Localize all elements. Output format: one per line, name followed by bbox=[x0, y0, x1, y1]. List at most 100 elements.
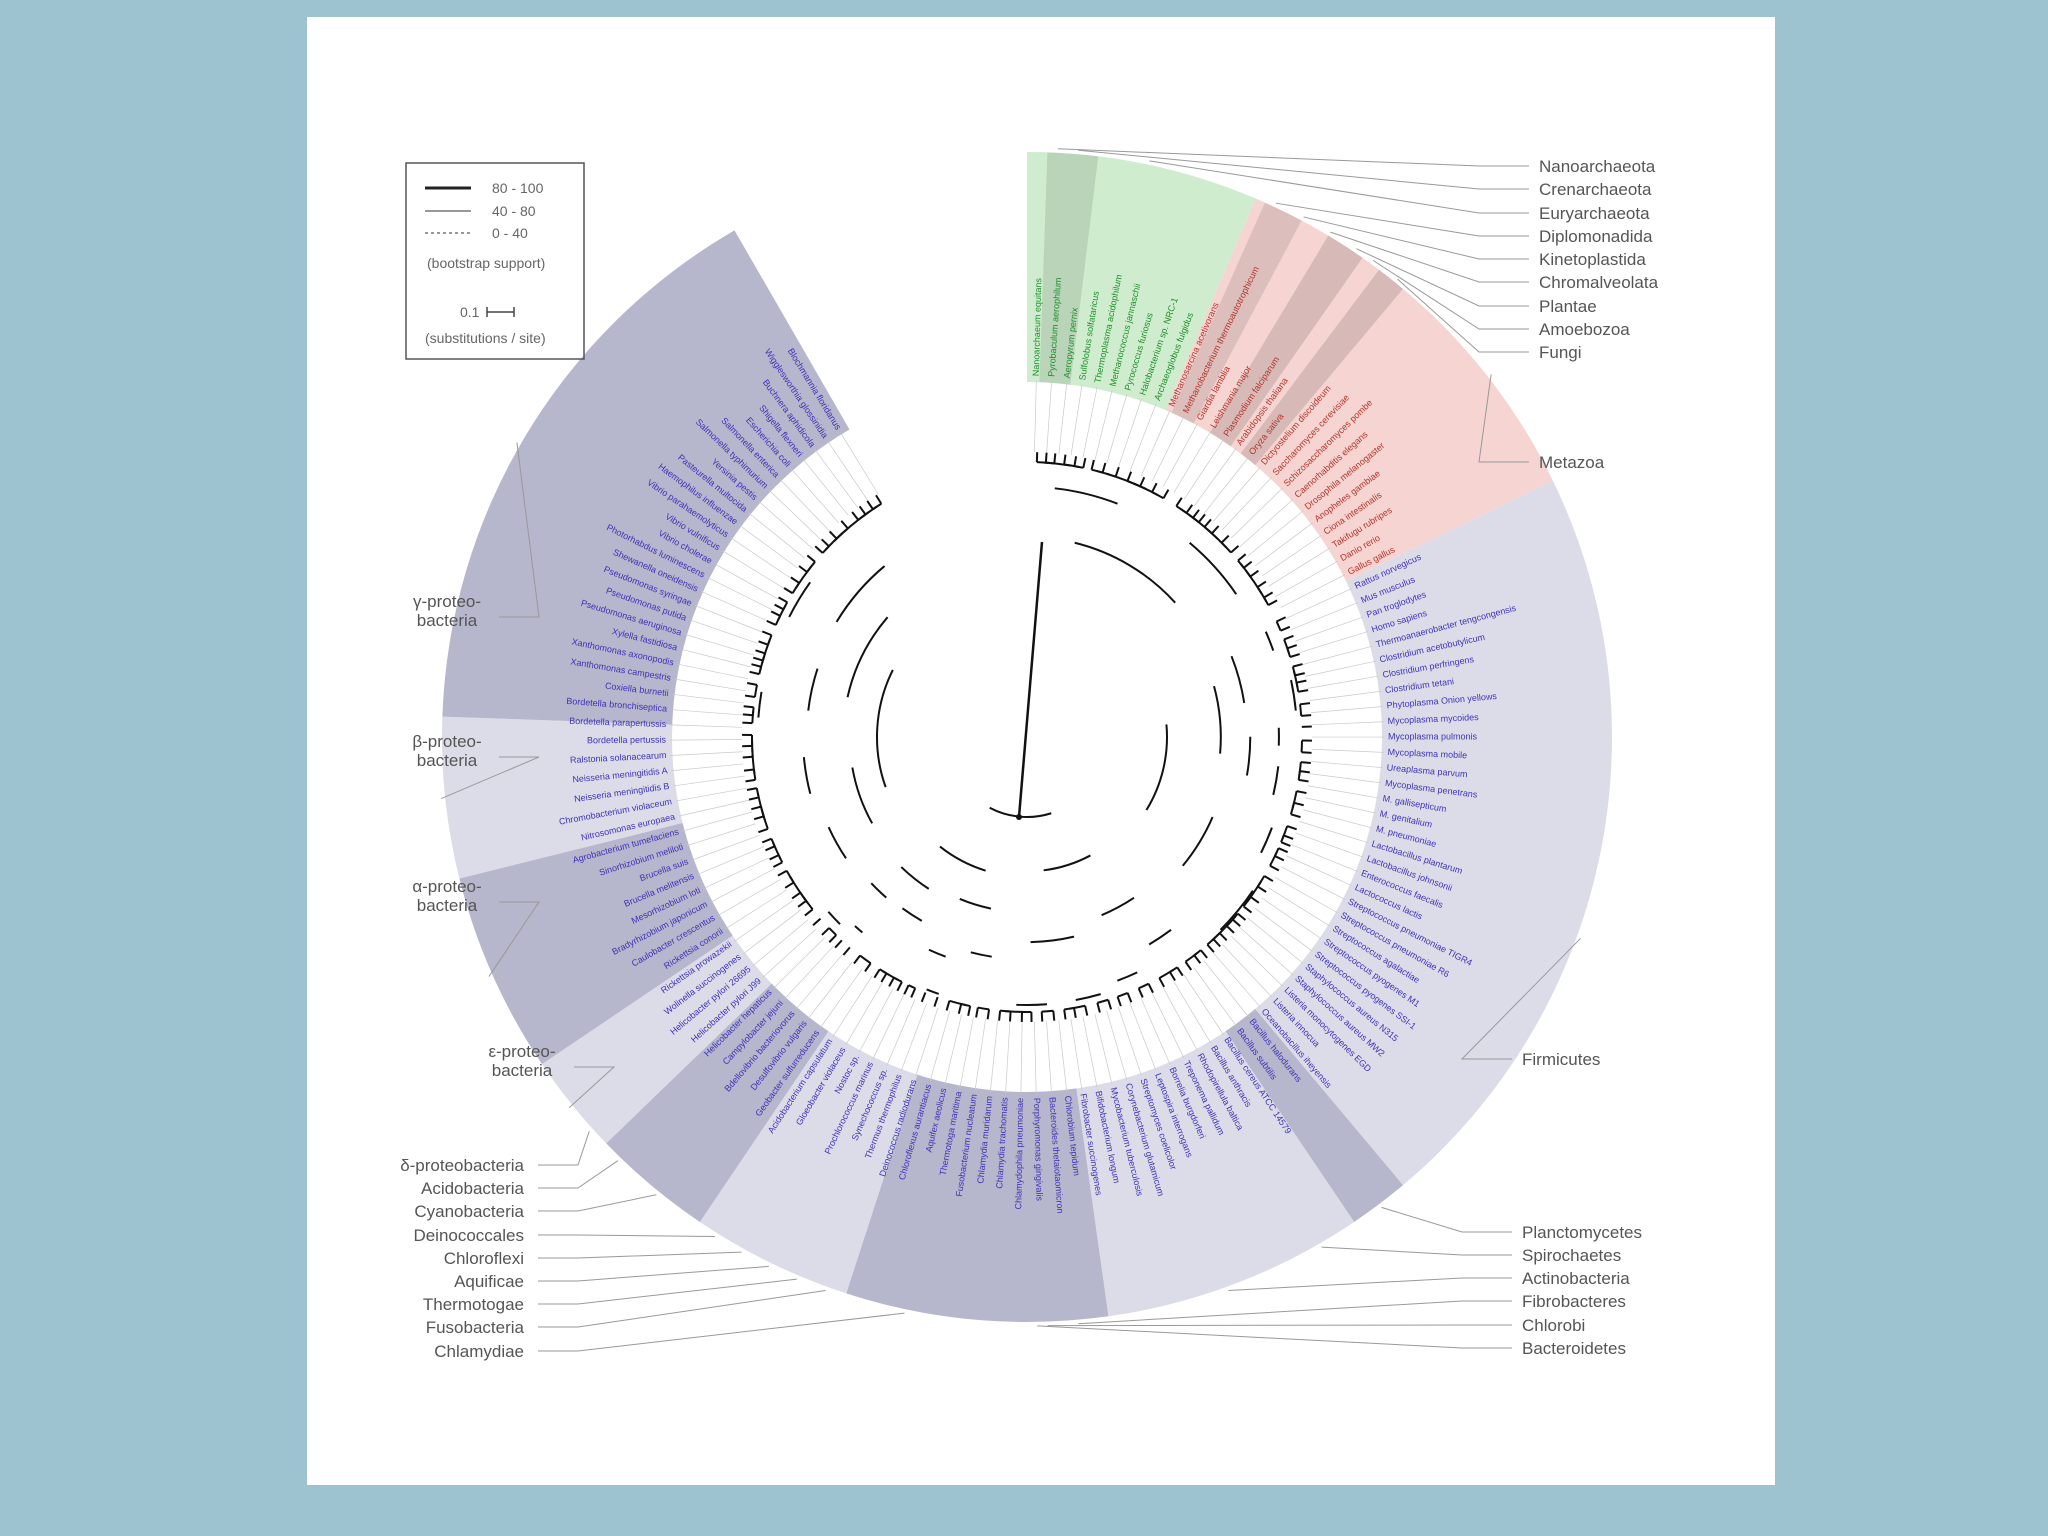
leaf-connector bbox=[758, 501, 814, 550]
branch-arc bbox=[1283, 639, 1290, 653]
band-eukaryota bbox=[1163, 198, 1553, 584]
band-actinobacteria bbox=[1075, 1027, 1355, 1317]
branch-arc bbox=[949, 999, 966, 1007]
branch bbox=[774, 603, 784, 611]
group-label-right: Kinetoplastida bbox=[1539, 250, 1646, 269]
branch bbox=[1276, 616, 1287, 623]
leaf-connector bbox=[734, 899, 794, 942]
branch bbox=[903, 984, 910, 995]
leader-line bbox=[538, 1265, 769, 1282]
branch-arc bbox=[1145, 724, 1168, 811]
leaf-connector bbox=[1299, 631, 1369, 654]
branch bbox=[851, 511, 860, 521]
branch bbox=[1009, 1011, 1012, 1022]
leaf-connector bbox=[989, 1020, 999, 1093]
inner-disc bbox=[672, 382, 1382, 1092]
branch bbox=[1212, 938, 1221, 948]
legend-box: 80 - 100 40 - 80 0 - 40 (bootstrap suppo… bbox=[405, 162, 585, 360]
leaf-connector bbox=[1310, 761, 1383, 769]
branch bbox=[742, 755, 753, 759]
legend-support-label-1: 80 - 100 bbox=[492, 180, 544, 196]
group-label-right: Firmicutes bbox=[1522, 1050, 1600, 1069]
branch-arc bbox=[939, 845, 986, 872]
branch-arc bbox=[859, 954, 872, 965]
branch bbox=[743, 768, 755, 772]
branch-arc bbox=[835, 565, 886, 623]
leader-line bbox=[1275, 202, 1529, 237]
band-kinetoplastida bbox=[1169, 202, 1302, 428]
band-small-phyla bbox=[699, 1027, 919, 1294]
leaf-connector bbox=[1162, 987, 1198, 1051]
branch bbox=[1299, 702, 1311, 706]
branch bbox=[1107, 999, 1113, 1010]
leaf-connector bbox=[1213, 466, 1261, 522]
branch-arc bbox=[1054, 487, 1118, 505]
branch bbox=[1280, 841, 1291, 847]
branch bbox=[745, 778, 756, 783]
branch-arc bbox=[1117, 971, 1138, 982]
branch-arc bbox=[1211, 920, 1232, 942]
branch bbox=[1226, 925, 1235, 934]
branch bbox=[1298, 689, 1309, 693]
branch bbox=[1232, 918, 1241, 927]
branch bbox=[1250, 896, 1260, 904]
leaf-connector bbox=[1162, 423, 1198, 487]
branch bbox=[1296, 790, 1307, 795]
leaf-connector bbox=[974, 1018, 986, 1091]
leaf-connector bbox=[1129, 1002, 1157, 1071]
leaf-connector bbox=[686, 823, 756, 846]
branch bbox=[1286, 825, 1297, 831]
group-label-left: ε-proteo-bacteria bbox=[488, 1042, 555, 1080]
leader-line bbox=[538, 1289, 826, 1328]
branch bbox=[758, 827, 769, 834]
branch-arc bbox=[833, 510, 870, 543]
branch-arc bbox=[908, 984, 916, 990]
leaf-connector bbox=[872, 993, 905, 1060]
band-fungi bbox=[1237, 269, 1404, 469]
branch-arc bbox=[1041, 1009, 1054, 1013]
leaf-connector bbox=[944, 1014, 962, 1085]
branch bbox=[1158, 977, 1166, 988]
branch bbox=[1296, 679, 1307, 684]
branch-arc bbox=[1043, 854, 1091, 872]
branch-arc bbox=[1245, 736, 1252, 776]
leaf-connectors bbox=[670, 380, 1385, 1094]
branch bbox=[1242, 905, 1253, 914]
branch bbox=[758, 640, 769, 646]
branch-arc bbox=[777, 605, 787, 621]
branch bbox=[945, 1000, 951, 1011]
branch bbox=[791, 891, 801, 900]
leaf-connector bbox=[886, 998, 916, 1066]
branch-arc bbox=[1074, 541, 1176, 604]
group-label-right: Diplomonadida bbox=[1539, 227, 1653, 246]
leader-line bbox=[488, 901, 540, 977]
leaf-connector bbox=[1203, 960, 1249, 1018]
branch bbox=[746, 681, 758, 686]
leaf-connector bbox=[691, 834, 760, 861]
leaf-connector bbox=[1274, 877, 1338, 914]
phylogenetic-tree-figure: Nanoarchaeum equitans Pyrobaculum aerophi… bbox=[400, 148, 1659, 1361]
leaf-connector bbox=[768, 489, 822, 541]
branch bbox=[858, 505, 867, 516]
leaf-connector bbox=[717, 879, 781, 916]
leaf-connector bbox=[1058, 1020, 1068, 1092]
leaf-connector bbox=[1118, 398, 1142, 468]
branch-arc bbox=[1182, 816, 1214, 867]
leaf-connector bbox=[1305, 660, 1376, 677]
branch bbox=[1169, 971, 1176, 982]
leaf-connector bbox=[1295, 832, 1364, 858]
leaf-connector bbox=[1152, 416, 1185, 482]
leaf-connector bbox=[779, 479, 831, 532]
branch bbox=[1292, 663, 1303, 668]
branch-arc bbox=[1213, 685, 1222, 754]
leaf-label: Mycoplasma pulmonis bbox=[1388, 731, 1478, 741]
leaf-connector bbox=[1183, 438, 1225, 500]
branch bbox=[840, 520, 849, 530]
branch-arc bbox=[926, 988, 940, 995]
group-label-right: Planctomycetes bbox=[1522, 1223, 1642, 1242]
branch bbox=[1283, 834, 1294, 840]
branch-arc bbox=[1068, 1004, 1086, 1010]
branch bbox=[1053, 453, 1057, 464]
branch-arc bbox=[1043, 461, 1072, 467]
branch bbox=[1040, 1011, 1044, 1022]
